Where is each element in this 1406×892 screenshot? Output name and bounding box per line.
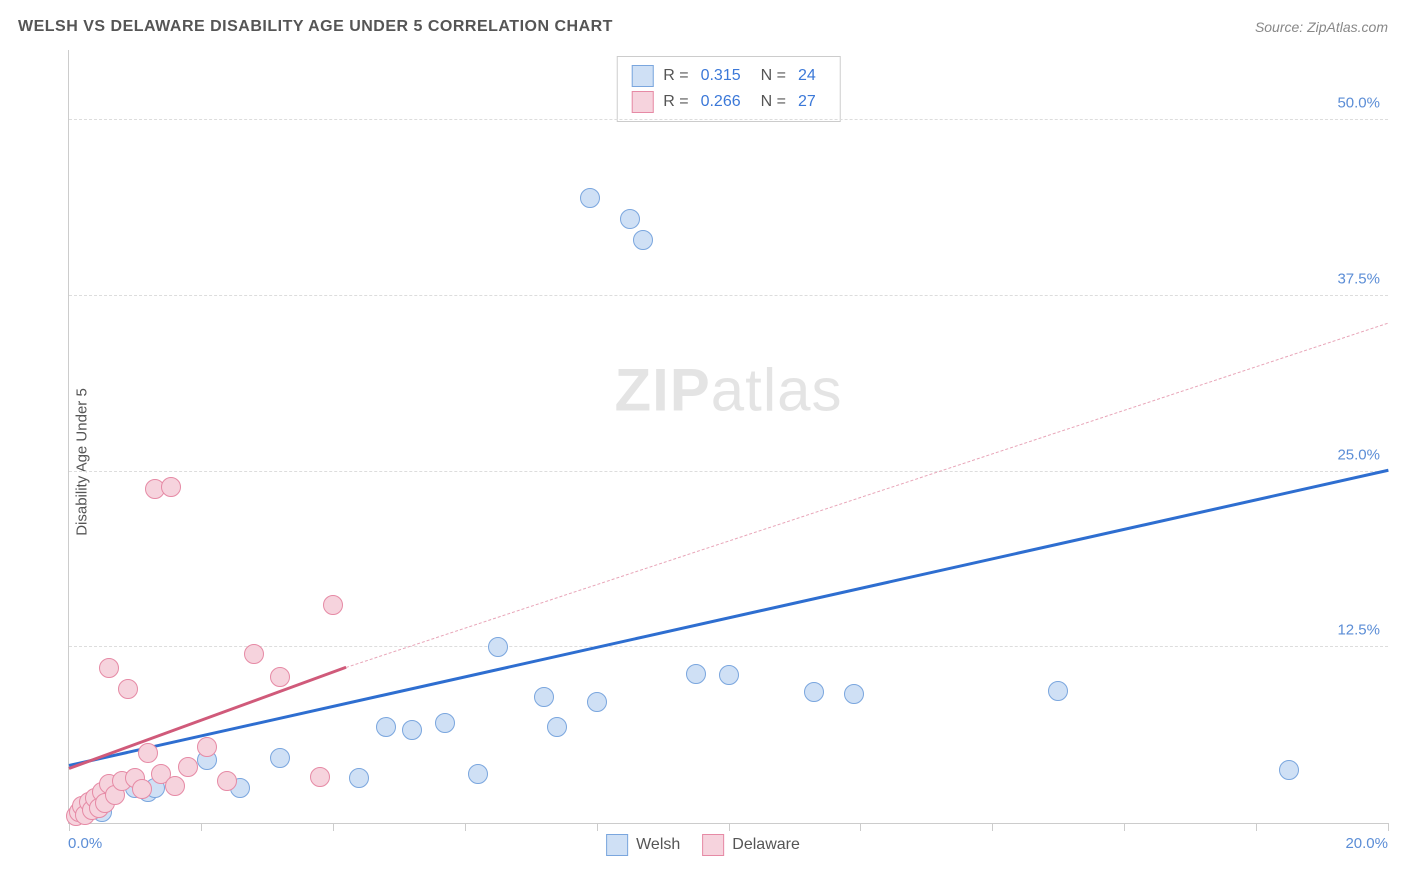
x-tick [992, 823, 993, 831]
scatter-point [323, 595, 343, 615]
gridline [69, 471, 1388, 472]
x-max-label: 20.0% [1345, 835, 1388, 852]
scatter-point [620, 209, 640, 229]
scatter-point [99, 658, 119, 678]
x-origin-label: 0.0% [68, 835, 102, 852]
scatter-point [161, 477, 181, 497]
legend-row: R = 0.315 N = 24 [631, 63, 826, 89]
x-tick [1256, 823, 1257, 831]
scatter-point [132, 779, 152, 799]
watermark-bold: ZIP [614, 357, 710, 424]
scatter-point [686, 664, 706, 684]
scatter-point [138, 743, 158, 763]
trend-line [346, 323, 1388, 668]
legend-series: Welsh Delaware [606, 834, 800, 856]
scatter-point [1279, 760, 1299, 780]
legend-swatch [606, 834, 628, 856]
legend-item: Welsh [606, 834, 680, 856]
watermark: ZIPatlas [614, 356, 842, 425]
x-tick [597, 823, 598, 831]
scatter-point [468, 764, 488, 784]
legend-row: R = 0.266 N = 27 [631, 89, 826, 115]
legend-swatch [631, 65, 653, 87]
scatter-point [435, 713, 455, 733]
x-tick [1388, 823, 1389, 831]
y-tick-label: 50.0% [1337, 95, 1380, 112]
legend-item: Delaware [702, 834, 800, 856]
scatter-point [165, 776, 185, 796]
x-tick [1124, 823, 1125, 831]
x-tick [201, 823, 202, 831]
gridline [69, 119, 1388, 120]
legend-correlation: R = 0.315 N = 24 R = 0.266 N = 27 [616, 56, 841, 122]
scatter-point [310, 767, 330, 787]
scatter-point [244, 644, 264, 664]
legend-r-value: 0.315 [701, 67, 741, 85]
scatter-point [633, 230, 653, 250]
y-tick-label: 12.5% [1337, 622, 1380, 639]
scatter-point [804, 682, 824, 702]
legend-item-label: Welsh [636, 836, 680, 854]
legend-item-label: Delaware [732, 836, 800, 854]
legend-r-label: R = [663, 93, 688, 111]
legend-r-value: 0.266 [701, 93, 741, 111]
chart-title: WELSH VS DELAWARE DISABILITY AGE UNDER 5… [18, 18, 613, 36]
watermark-rest: atlas [711, 357, 843, 424]
y-tick-label: 25.0% [1337, 446, 1380, 463]
scatter-point [402, 720, 422, 740]
gridline [69, 646, 1388, 647]
header: WELSH VS DELAWARE DISABILITY AGE UNDER 5… [18, 18, 1388, 36]
legend-r-label: R = [663, 67, 688, 85]
x-tick [860, 823, 861, 831]
scatter-point [376, 717, 396, 737]
scatter-point [197, 737, 217, 757]
gridline [69, 295, 1388, 296]
scatter-point [488, 637, 508, 657]
x-tick [729, 823, 730, 831]
scatter-point [547, 717, 567, 737]
scatter-point [719, 665, 739, 685]
trend-line [69, 469, 1389, 767]
legend-n-value: 24 [798, 67, 816, 85]
scatter-point [580, 188, 600, 208]
source-label: Source: ZipAtlas.com [1255, 19, 1388, 35]
scatter-point [118, 679, 138, 699]
legend-n-value: 27 [798, 93, 816, 111]
legend-swatch [631, 91, 653, 113]
scatter-point [270, 667, 290, 687]
scatter-point [217, 771, 237, 791]
legend-n-label: N = [761, 93, 786, 111]
x-tick [465, 823, 466, 831]
y-tick-label: 37.5% [1337, 270, 1380, 287]
legend-n-label: N = [761, 67, 786, 85]
plot-wrap: Disability Age Under 5 ZIPatlas R =0.315… [18, 50, 1388, 874]
scatter-point [270, 748, 290, 768]
scatter-point [1048, 681, 1068, 701]
scatter-point [534, 687, 554, 707]
scatter-point [844, 684, 864, 704]
scatter-point [349, 768, 369, 788]
chart-area: ZIPatlas R = 0.315 N = 24 R = 0.266 N = 27 12.5… [68, 50, 1388, 824]
x-tick [333, 823, 334, 831]
scatter-point [587, 692, 607, 712]
legend-swatch [702, 834, 724, 856]
scatter-point [178, 757, 198, 777]
